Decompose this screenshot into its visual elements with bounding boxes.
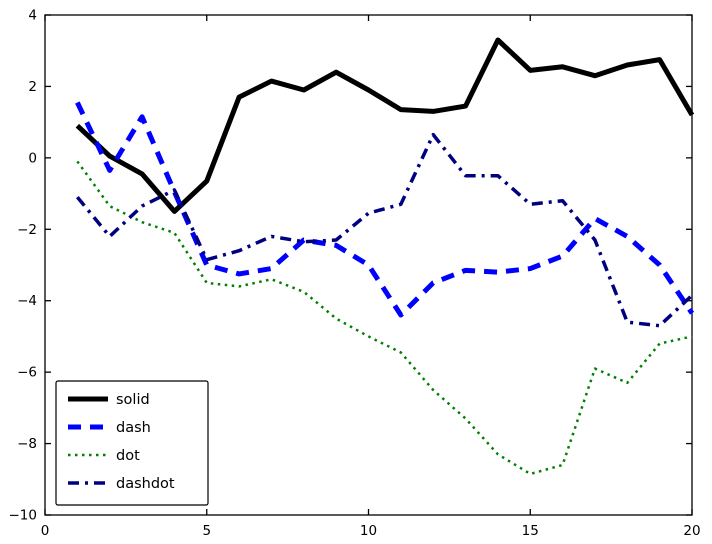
y-tick-label: −6 [17, 365, 37, 381]
y-tick-label: 4 [28, 8, 37, 24]
y-tick-label: −2 [17, 222, 37, 238]
series-line-dash [75, 101, 695, 318]
y-tick-label: −8 [17, 436, 37, 452]
legend-label-solid: solid [116, 392, 150, 408]
x-tick-label: 5 [202, 523, 211, 539]
y-tick-label: −4 [17, 293, 37, 309]
legend-label-dashdot: dashdot [116, 476, 175, 492]
series-line-solid [75, 37, 695, 214]
series-line-dot [76, 160, 693, 476]
x-tick-label: 0 [41, 523, 50, 539]
y-tick-label: −10 [9, 508, 38, 524]
y-tick-label: 0 [28, 150, 37, 166]
legend-box [55, 380, 209, 506]
y-tick-label: 2 [28, 79, 37, 95]
legend-label-dot: dot [116, 448, 140, 464]
x-tick-label: 10 [360, 523, 377, 539]
x-tick-label: 20 [683, 523, 700, 539]
legend-label-dash: dash [116, 420, 151, 436]
x-tick-label: 15 [522, 523, 539, 539]
